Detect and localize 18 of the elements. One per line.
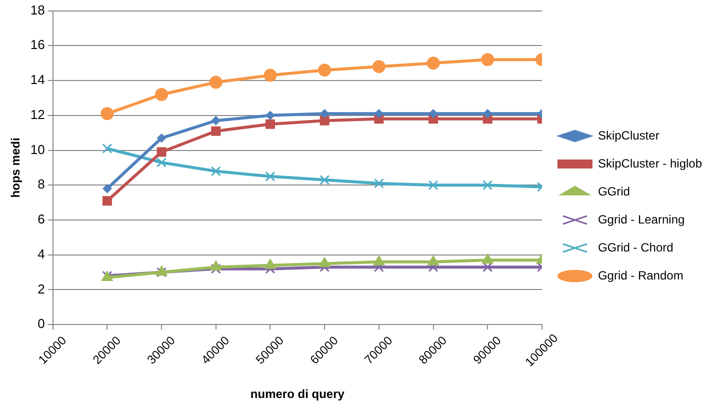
y-tick-label: 16 xyxy=(30,37,45,52)
legend-label: SkipCluster xyxy=(598,128,660,142)
x-axis-title: numero di query xyxy=(250,387,345,402)
y-tick-label: 14 xyxy=(30,72,45,88)
legend-label: GGrid - Chord xyxy=(598,240,674,254)
y-tick-label: 0 xyxy=(38,316,45,332)
y-tick-label: 4 xyxy=(38,246,45,262)
legend-label: Ggrid - Random xyxy=(598,268,684,282)
legend-label: SkipCluster - higlob xyxy=(598,156,702,170)
y-tick-label: 6 xyxy=(38,212,45,227)
y-axis-title: hops medi xyxy=(8,138,23,198)
y-tick-label: 10 xyxy=(30,142,45,157)
legend-label: GGrid xyxy=(598,184,630,198)
y-tick-label: 2 xyxy=(38,281,45,296)
y-tick-label: 8 xyxy=(38,176,45,192)
y-tick-label: 12 xyxy=(30,106,45,122)
legend-label: Ggrid - Learning xyxy=(598,212,685,226)
y-tick-label: 18 xyxy=(30,2,45,18)
